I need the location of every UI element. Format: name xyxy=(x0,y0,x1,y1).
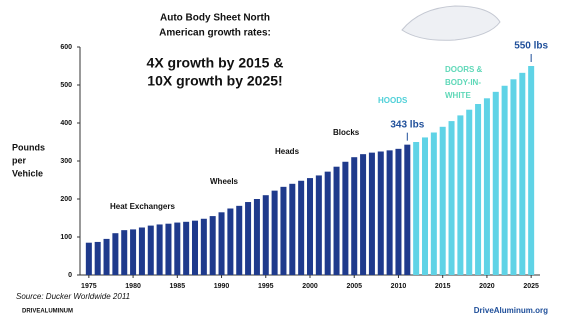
chart-subtitle: 4X growth by 2015 & xyxy=(147,55,284,71)
bar xyxy=(475,104,481,275)
bar xyxy=(307,178,313,275)
bar xyxy=(95,242,101,275)
value-label: 343 lbs xyxy=(390,119,424,130)
annotation: HOODS xyxy=(378,96,408,105)
x-tick-label: 1995 xyxy=(258,283,274,290)
bar xyxy=(219,212,225,275)
y-tick-label: 300 xyxy=(60,158,72,165)
x-tick-label: 2010 xyxy=(391,283,407,290)
chart: Source: Ducker Worldwide 2011 DRIVEALUMI… xyxy=(0,0,564,318)
y-tick-label: 500 xyxy=(60,82,72,89)
bar xyxy=(121,230,127,275)
bar xyxy=(183,222,189,275)
annotation: Heads xyxy=(275,147,300,156)
bar xyxy=(272,191,278,275)
annotation: WHITE xyxy=(445,91,471,100)
y-axis-label: Pounds xyxy=(12,142,45,152)
chart-title: American growth rates: xyxy=(159,28,271,39)
bar xyxy=(387,150,393,275)
x-tick-label: 2000 xyxy=(302,283,318,290)
bar xyxy=(404,145,410,275)
bar xyxy=(227,209,233,276)
bar xyxy=(210,216,216,275)
x-tick-label: 1975 xyxy=(81,283,97,290)
bar xyxy=(342,162,348,275)
bar xyxy=(192,221,198,275)
x-tick-label: 2015 xyxy=(435,283,451,290)
bar xyxy=(378,152,384,276)
bar xyxy=(528,66,534,275)
bar xyxy=(502,86,508,275)
bar xyxy=(413,142,419,275)
bar xyxy=(457,115,463,275)
x-tick-label: 1980 xyxy=(125,283,141,290)
x-tick-label: 2005 xyxy=(346,283,362,290)
bar xyxy=(422,137,428,275)
bar xyxy=(298,181,304,275)
chart-subtitle: 10X growth by 2025! xyxy=(147,73,282,89)
bar xyxy=(174,223,180,275)
bar xyxy=(104,239,110,275)
bar xyxy=(245,202,251,275)
bar xyxy=(86,243,92,275)
footer-logo: DRIVEALUMINUM xyxy=(22,309,73,315)
bar xyxy=(334,167,340,275)
bar xyxy=(254,199,260,275)
annotation: BODY-IN- xyxy=(445,78,481,87)
bar xyxy=(148,226,154,275)
bar xyxy=(139,228,145,276)
bar xyxy=(236,206,242,275)
annotation: Wheels xyxy=(210,177,239,186)
bar xyxy=(395,149,401,275)
bar xyxy=(449,121,455,275)
bar xyxy=(369,153,375,275)
bar xyxy=(165,224,171,275)
y-tick-label: 400 xyxy=(60,120,72,127)
bar xyxy=(440,127,446,275)
y-tick-label: 100 xyxy=(60,234,72,241)
bar xyxy=(263,195,269,275)
bar xyxy=(493,92,499,275)
bar xyxy=(351,157,357,275)
footer-url: DriveAluminum.org xyxy=(474,306,548,315)
bar xyxy=(325,172,331,275)
x-tick-label: 2020 xyxy=(479,283,495,290)
annotation: Heat Exchangers xyxy=(110,202,175,211)
bar xyxy=(157,224,163,275)
bar xyxy=(289,184,295,275)
bar xyxy=(466,110,472,275)
x-tick-label: 1990 xyxy=(214,283,230,290)
y-axis-label: per xyxy=(12,155,27,165)
bar xyxy=(519,73,525,275)
x-tick-label: 1985 xyxy=(170,283,186,290)
y-tick-label: 200 xyxy=(60,196,72,203)
bar xyxy=(112,233,118,275)
car-image xyxy=(402,6,500,40)
bar xyxy=(280,187,286,275)
bar xyxy=(201,219,207,275)
annotation: Blocks xyxy=(333,128,360,137)
y-tick-label: 0 xyxy=(68,272,72,279)
chart-title: Auto Body Sheet North xyxy=(160,13,270,24)
source: Source: Ducker Worldwide 2011 xyxy=(16,292,130,301)
bar xyxy=(510,79,516,275)
x-tick-label: 2025 xyxy=(523,283,539,290)
bar xyxy=(360,154,366,275)
bar xyxy=(130,229,136,275)
bar xyxy=(484,98,490,275)
y-axis-label: Vehicle xyxy=(12,168,43,178)
annotation: DOORS & xyxy=(445,65,483,74)
bar xyxy=(431,133,437,276)
y-tick-label: 600 xyxy=(60,44,72,51)
bar xyxy=(316,175,322,275)
value-label: 550 lbs xyxy=(514,41,548,52)
